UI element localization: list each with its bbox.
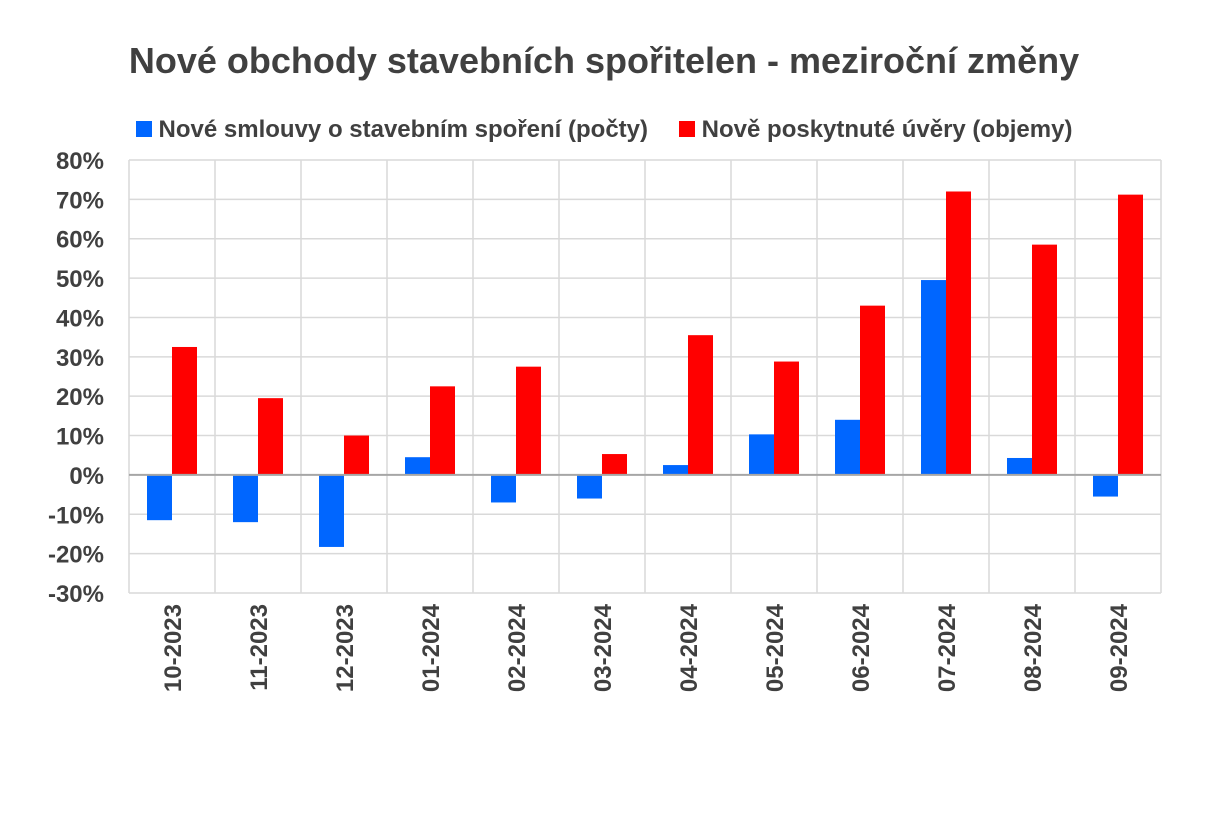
bar-loans [516, 366, 541, 475]
bar-loans [946, 191, 971, 475]
bar-contracts [921, 280, 946, 475]
x-tick-label: 07-2024 [934, 603, 961, 692]
y-tick-label: -10% [48, 502, 104, 529]
bar-contracts [491, 474, 516, 503]
legend-label-contracts: Nové smlouvy o stavebním spoření (počty) [158, 116, 648, 143]
x-tick-label: 12-2023 [332, 604, 359, 692]
legend-label-loans: Nově poskytnuté úvěry (objemy) [701, 116, 1073, 143]
bar-loans [688, 335, 713, 475]
bar-loans [430, 386, 455, 475]
bar-loans [258, 398, 283, 475]
y-tick-label: 50% [56, 266, 104, 293]
x-tick-label: 06-2024 [848, 603, 875, 692]
y-tick-label: 60% [56, 227, 104, 254]
y-tick-label: -30% [48, 581, 104, 608]
x-tick-label: 03-2024 [590, 603, 617, 692]
bar-contracts [405, 457, 430, 475]
x-tick-label: 08-2024 [1020, 603, 1047, 692]
bar-loans [344, 435, 369, 475]
chart-title: Nové obchody stavebních spořitelen - mez… [128, 40, 1080, 81]
legend-swatch-loans [678, 121, 695, 137]
legend-swatch-contracts [135, 121, 152, 137]
bar-contracts [663, 465, 688, 475]
bar-loans [172, 346, 197, 475]
y-tick-label: 0% [69, 463, 104, 490]
x-tick-label: 05-2024 [762, 603, 789, 692]
legend-item-loans: Nově poskytnuté úvěry (objemy) [678, 116, 1073, 144]
y-tick-label: 80% [56, 148, 104, 175]
legend: Nové smlouvy o stavebním spoření (počty)… [0, 116, 1208, 144]
y-tick-label: 70% [56, 187, 104, 214]
bar-loans [860, 305, 885, 475]
bar-contracts [319, 474, 344, 547]
bar-contracts [749, 434, 774, 475]
bar-loans [1032, 244, 1057, 475]
y-tick-label: 20% [56, 384, 104, 411]
x-tick-label: 02-2024 [504, 603, 531, 692]
bar-contracts [233, 474, 258, 523]
x-tick-label: 09-2024 [1106, 603, 1133, 692]
x-tick-label: 04-2024 [676, 603, 703, 692]
x-tick-label: 01-2024 [418, 603, 445, 692]
bar-loans [602, 454, 627, 475]
bar-loans [1118, 194, 1143, 475]
x-tick-label: 11-2023 [246, 604, 273, 691]
bar-loans [774, 361, 799, 475]
bar-contracts [147, 474, 172, 521]
legend-item-contracts: Nové smlouvy o stavebním spoření (počty) [135, 116, 648, 144]
x-tick-label: 10-2023 [160, 604, 187, 692]
bar-contracts [835, 419, 860, 475]
bar-contracts [1007, 457, 1032, 475]
bar-contracts [1093, 474, 1118, 497]
y-tick-label: 10% [56, 424, 104, 451]
y-tick-label: 40% [56, 305, 104, 332]
y-tick-label: 30% [56, 345, 104, 372]
bar-contracts [577, 474, 602, 499]
y-tick-label: -20% [48, 542, 104, 569]
